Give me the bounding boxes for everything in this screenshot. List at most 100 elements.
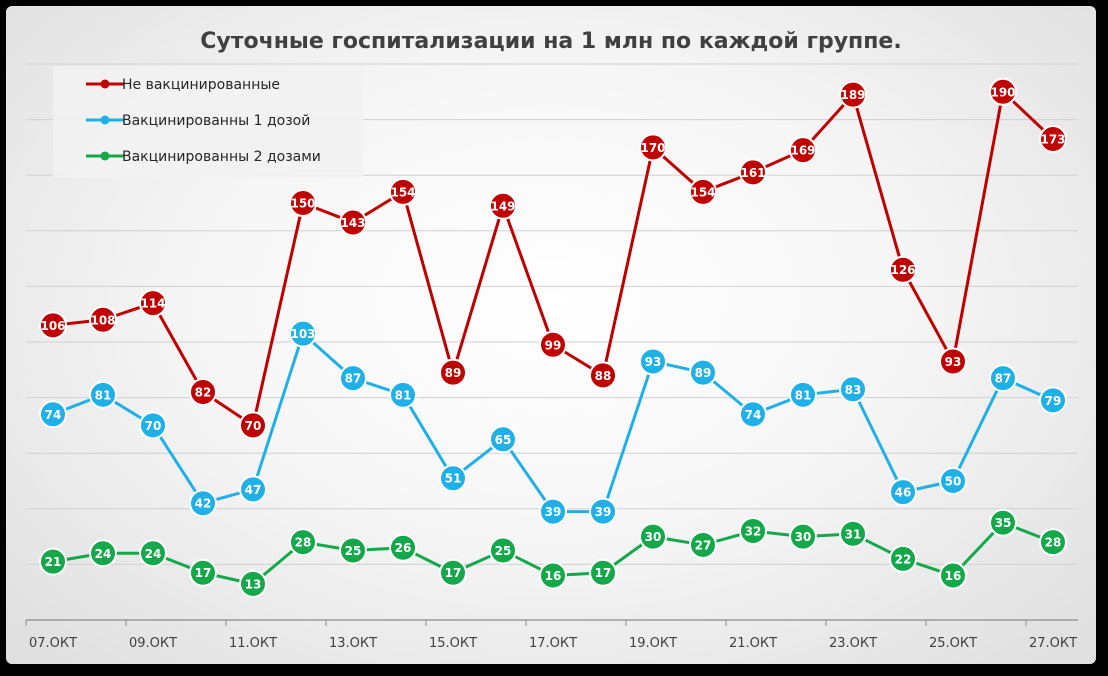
x-tick-label: 15.ОКТ: [429, 636, 477, 651]
data-label: 32: [745, 525, 762, 539]
data-label: 28: [1045, 536, 1062, 550]
data-label: 189: [840, 88, 865, 102]
data-label: 74: [45, 408, 62, 422]
data-point: [539, 330, 567, 359]
data-point: [689, 177, 717, 206]
data-point: [589, 361, 617, 390]
data-label: 17: [595, 566, 612, 580]
legend-entry: Вакцинированны 1 дозой: [122, 113, 310, 129]
data-label: 190: [990, 85, 1015, 99]
data-label: 17: [195, 566, 212, 580]
data-point: [939, 467, 967, 495]
data-point: [1039, 528, 1067, 557]
x-tick-label: 23.ОКТ: [829, 636, 877, 651]
data-label: 74: [745, 408, 762, 422]
data-label: 50: [945, 475, 962, 489]
data-label: 24: [95, 547, 112, 561]
data-label: 154: [390, 185, 415, 199]
data-label: 83: [845, 383, 862, 397]
data-label: 46: [895, 486, 912, 500]
data-label: 21: [45, 555, 62, 569]
data-label: 51: [445, 472, 462, 486]
data-point: [639, 347, 667, 376]
data-label: 150: [290, 197, 315, 211]
data-point: [889, 478, 917, 507]
data-label: 87: [345, 372, 362, 386]
legend: Не вакцинированные Вакцинированны 1 дозой…: [86, 77, 321, 165]
data-point: [689, 530, 717, 559]
line-chart: Суточные госпитализации на 1 млн по кажд…: [25, 29, 1078, 651]
data-point: [189, 489, 217, 518]
data-point: [589, 558, 617, 587]
data-point: [89, 539, 117, 568]
x-tick-label: 09.ОКТ: [129, 636, 177, 651]
data-label: 31: [845, 527, 862, 541]
data-point: [939, 561, 967, 590]
data-label: 161: [740, 166, 765, 180]
data-point: [889, 255, 917, 284]
data-label: 39: [545, 505, 562, 519]
x-tick-label: 21.ОКТ: [729, 636, 777, 651]
legend-entry: Вакцинированны 2 дозами: [122, 149, 321, 165]
data-label: 89: [695, 366, 712, 380]
data-point: [539, 497, 567, 526]
data-label: 173: [1040, 133, 1065, 147]
data-label: 89: [445, 366, 462, 380]
data-point: [439, 558, 467, 587]
data-label: 65: [495, 433, 512, 447]
data-label: 93: [645, 355, 662, 369]
data-point: [339, 536, 367, 565]
data-point: [539, 561, 567, 590]
data-label: 28: [295, 536, 312, 550]
legend-marker: [100, 115, 110, 125]
data-label: 143: [340, 216, 365, 230]
data-label: 24: [145, 547, 162, 561]
data-label: 16: [945, 569, 962, 583]
data-point: [489, 425, 517, 454]
chart-title: Суточные госпитализации на 1 млн по кажд…: [200, 29, 901, 54]
data-label: 17: [445, 566, 462, 580]
data-point: [389, 177, 417, 206]
x-tick-label: 13.ОКТ: [329, 636, 377, 651]
data-point: [289, 528, 317, 557]
data-point: [489, 536, 517, 565]
data-label: 81: [395, 388, 412, 402]
data-point: [339, 364, 367, 393]
data-point: [39, 311, 67, 340]
data-point: [789, 380, 817, 409]
data-label: 22: [895, 552, 912, 566]
x-tick-label: 17.ОКТ: [529, 636, 577, 651]
data-point: [989, 364, 1017, 393]
data-label: 87: [995, 372, 1012, 386]
data-point: [39, 547, 67, 576]
data-point: [489, 191, 517, 220]
chart-frame: Суточные госпитализации на 1 млн по кажд…: [6, 6, 1096, 664]
data-label: 170: [640, 141, 665, 155]
data-point: [139, 411, 167, 440]
data-point: [789, 136, 817, 165]
x-tick-label: 25.ОКТ: [929, 636, 977, 651]
data-point: [889, 544, 917, 573]
x-axis: 07.ОКТ 09.ОКТ 11.ОКТ 13.ОКТ 15.ОКТ 17.ОКТ 19.О…: [25, 619, 1078, 651]
x-tick-label: 07.ОКТ: [29, 636, 77, 651]
data-label: 79: [1045, 394, 1062, 408]
legend-marker: [100, 151, 110, 161]
data-label: 39: [595, 505, 612, 519]
data-point: [739, 517, 767, 546]
data-label: 30: [795, 530, 812, 544]
data-point: [739, 400, 767, 429]
data-label: 26: [395, 541, 412, 555]
x-tick-label: 27.ОКТ: [1029, 636, 1077, 651]
data-label: 149: [490, 199, 515, 213]
data-point: [989, 508, 1017, 537]
data-point: [439, 464, 467, 493]
data-point: [239, 475, 267, 504]
data-point: [289, 189, 317, 217]
data-point: [389, 380, 417, 409]
data-label: 99: [545, 338, 562, 352]
data-label: 70: [145, 419, 162, 433]
data-point: [89, 380, 117, 409]
data-point: [739, 158, 767, 187]
data-label: 70: [245, 419, 262, 433]
data-point: [839, 519, 867, 548]
